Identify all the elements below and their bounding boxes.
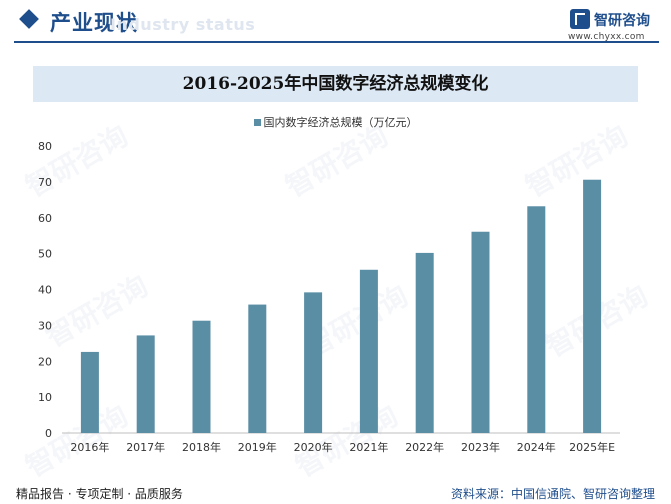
bar[interactable] — [359, 269, 378, 433]
chart-title-band: 2016-2025年中国数字经济总规模变化 — [33, 66, 638, 102]
page-header: 产业现状 Industry status 智研咨询 www.chyxx.com — [0, 0, 671, 44]
page-footer: 精品报告 · 专项定制 · 品质服务 资料来源：中国信通院、智研咨询整理 — [0, 478, 671, 504]
bar[interactable] — [583, 179, 602, 433]
bar[interactable] — [415, 252, 434, 433]
footer-source: 资料来源：中国信通院、智研咨询整理 — [450, 487, 655, 501]
bar[interactable] — [136, 335, 155, 433]
footer-tagline: 精品报告 · 专项定制 · 品质服务 — [16, 487, 183, 501]
y-tick-label: 50 — [38, 248, 52, 261]
bar[interactable] — [192, 320, 211, 433]
x-tick-label: 2021年 — [349, 440, 388, 454]
chart-legend: 国内数字经济总规模（万亿元） — [0, 114, 671, 130]
x-tick-label: 2019年 — [238, 440, 277, 454]
chart-title: 2016-2025年中国数字经济总规模变化 — [182, 74, 489, 94]
legend-swatch — [253, 118, 261, 126]
y-tick-label: 70 — [38, 176, 52, 189]
y-tick-label: 60 — [38, 212, 52, 225]
brand-logo-block[interactable]: 智研咨询 www.chyxx.com — [566, 6, 666, 44]
bar-chart: 0 10 20 30 40 50 60 70 80 2016年 2017年 2018年 2019年 202… — [38, 140, 620, 454]
bar[interactable] — [304, 292, 323, 433]
x-tick-label: 2023年 — [461, 440, 500, 454]
y-tick-label: 20 — [38, 355, 52, 368]
bar[interactable] — [471, 231, 490, 433]
x-tick-label: 2017年 — [126, 440, 165, 454]
brand-url[interactable]: www.chyxx.com — [568, 32, 645, 42]
header-divider — [14, 41, 659, 43]
bar[interactable] — [80, 351, 99, 433]
legend-label: 国内数字经济总规模（万亿元） — [263, 116, 418, 129]
brand-name: 智研咨询 — [594, 13, 650, 29]
page-title: 产业现状 — [50, 11, 138, 35]
x-tick-label: 2016年 — [70, 440, 109, 454]
y-tick-label: 30 — [38, 319, 52, 332]
y-tick-label: 0 — [45, 427, 52, 440]
x-tick-label: 2022年 — [405, 440, 444, 454]
y-tick-label: 10 — [38, 391, 52, 404]
x-tick-label: 2018年 — [182, 440, 221, 454]
x-tick-label: 2024年 — [517, 440, 556, 454]
x-tick-label: 2025年E — [569, 440, 615, 454]
diamond-icon — [19, 9, 39, 29]
bar[interactable] — [527, 206, 546, 433]
bar[interactable] — [248, 304, 267, 433]
y-tick-label: 80 — [38, 140, 52, 153]
x-tick-label: 2020年 — [294, 440, 333, 454]
y-tick-label: 40 — [38, 284, 52, 297]
page-subtitle: Industry status — [110, 15, 256, 34]
brand-logo-icon — [570, 9, 590, 29]
